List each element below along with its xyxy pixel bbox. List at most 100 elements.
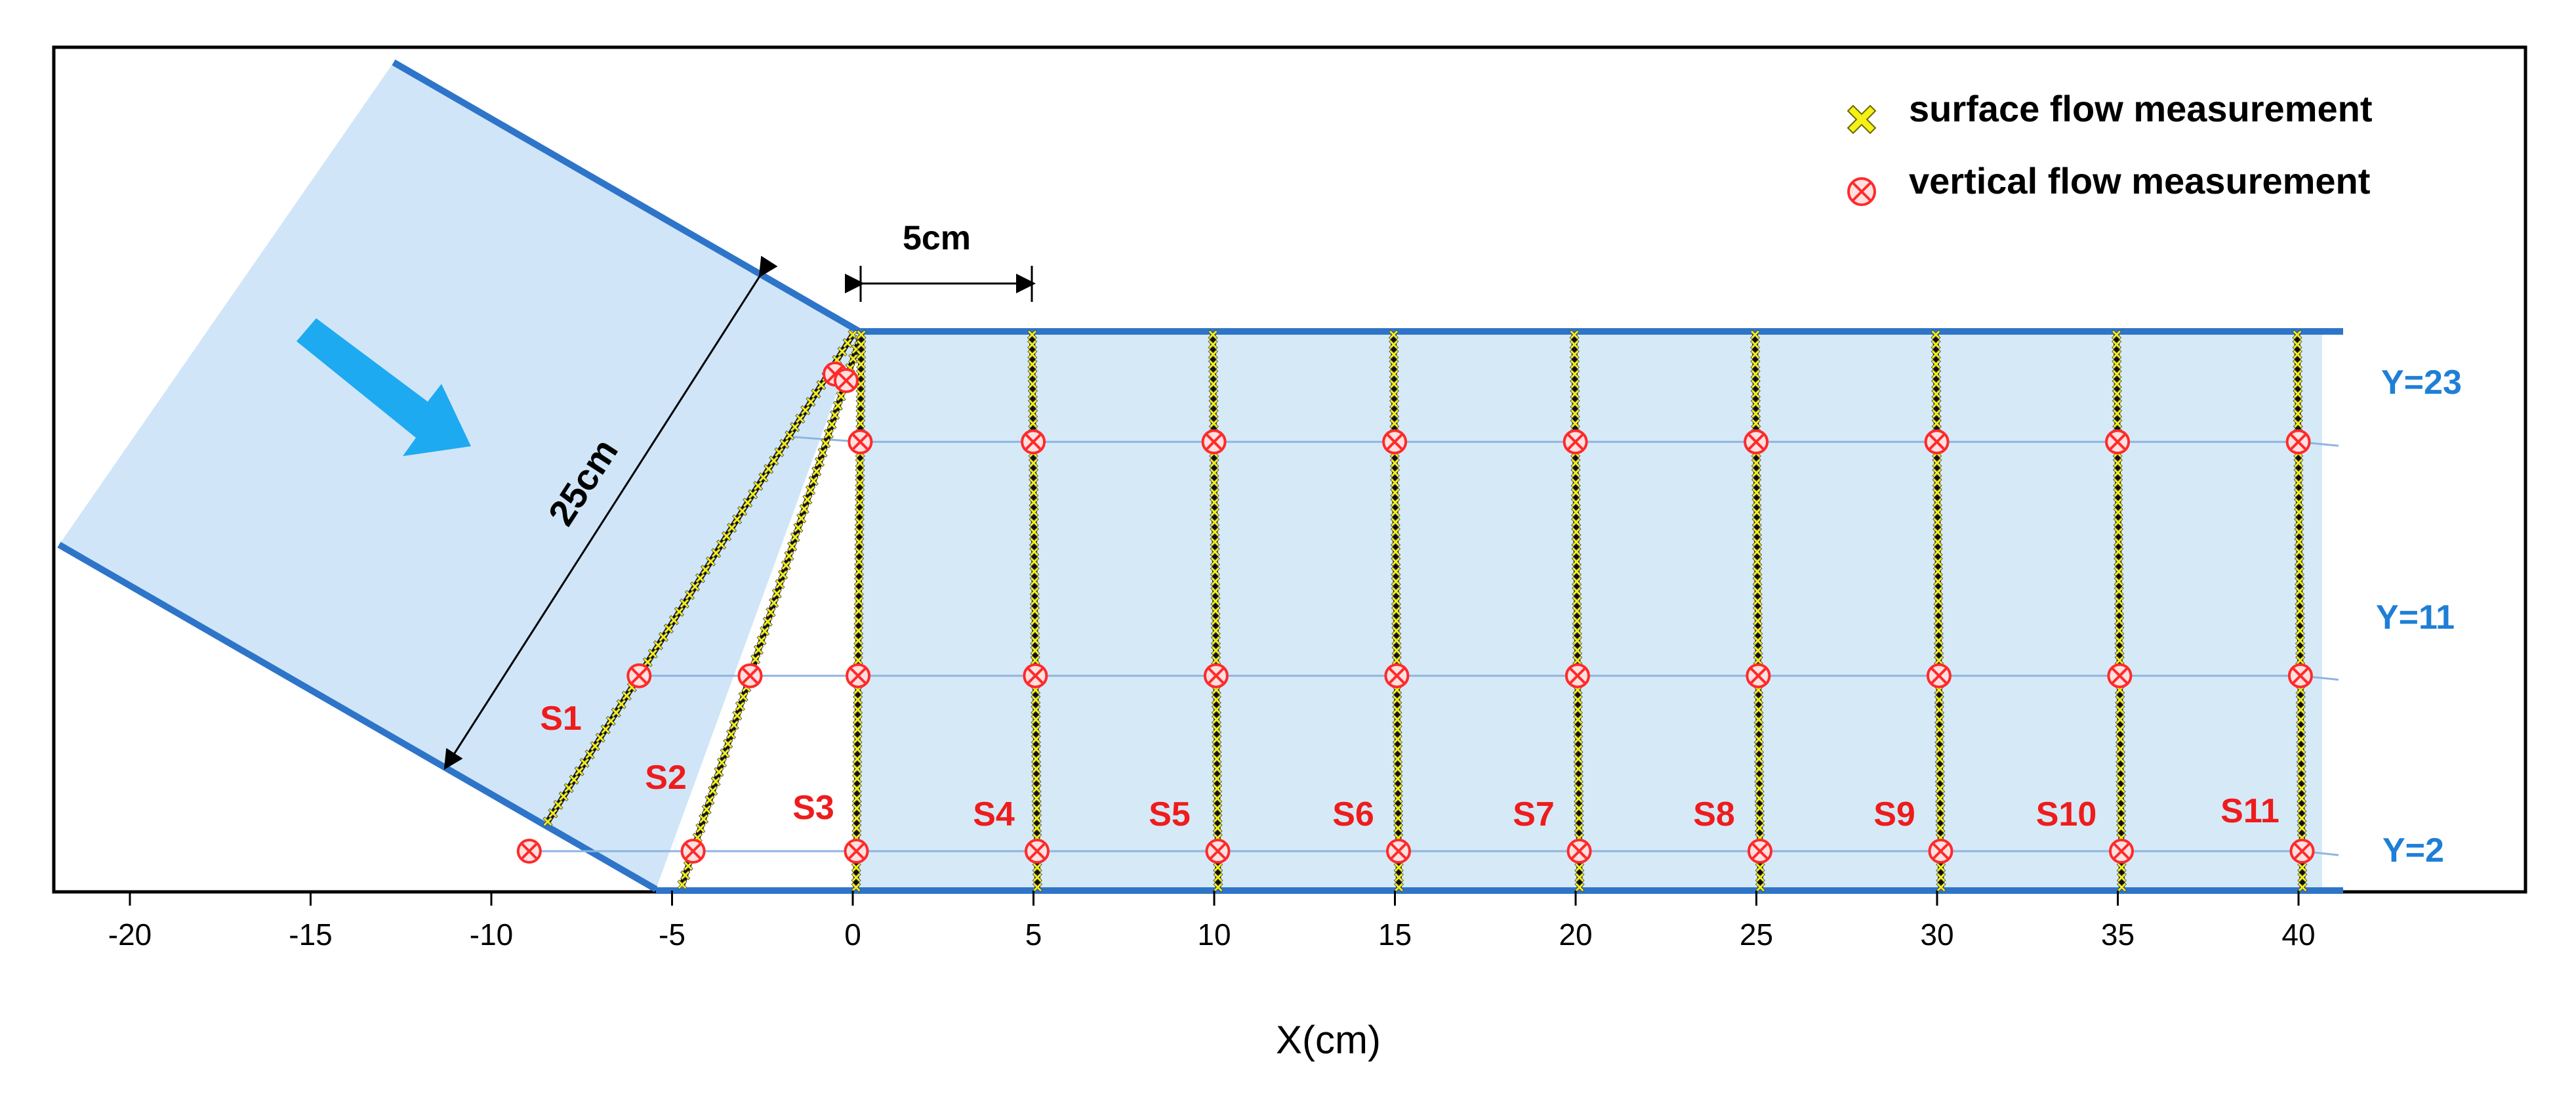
surface-marker <box>1569 329 1580 340</box>
surface-marker <box>1931 418 1942 429</box>
surface-marker <box>793 522 804 533</box>
surface-marker <box>775 579 785 589</box>
surface-marker <box>1210 596 1221 606</box>
surface-marker <box>1573 724 1584 734</box>
surface-marker <box>1570 369 1580 379</box>
surface-marker <box>714 767 724 777</box>
surface-marker <box>1933 606 1944 616</box>
surface-marker <box>1212 774 1222 784</box>
surface-marker <box>836 391 846 402</box>
surface-marker <box>2112 379 2122 389</box>
surface-marker <box>1752 596 1763 606</box>
surface-marker <box>2292 339 2302 350</box>
y-label: Y=23 <box>2381 364 2462 402</box>
surface-marker <box>1570 418 1580 429</box>
surface-marker <box>1574 803 1584 814</box>
surface-marker <box>1389 398 1400 409</box>
section-label: S8 <box>1693 795 1735 833</box>
surface-marker <box>855 457 865 469</box>
surface-marker <box>2116 774 2126 784</box>
surface-marker <box>2297 813 2307 824</box>
surface-marker <box>1390 537 1401 547</box>
surface-marker <box>732 514 743 524</box>
surface-marker <box>1933 576 1944 587</box>
surface-marker <box>855 477 865 488</box>
surface-marker <box>1213 862 1223 873</box>
inlet-top-wall <box>392 59 861 335</box>
surface-marker <box>1212 724 1222 734</box>
surface-marker <box>1574 872 1585 883</box>
surface-marker <box>1208 349 1218 360</box>
vertical-marker <box>1748 839 1772 864</box>
surface-marker <box>548 808 558 818</box>
surface-marker <box>2112 339 2122 350</box>
surface-marker <box>851 862 861 873</box>
surface-marker <box>679 598 689 608</box>
surface-marker <box>1031 724 1041 734</box>
surface-marker <box>774 447 785 457</box>
surface-marker <box>1393 862 1404 873</box>
surface-marker <box>1751 467 1762 478</box>
surface-marker <box>1574 784 1584 794</box>
surface-marker <box>1934 734 1945 745</box>
surface-marker <box>2294 537 2304 547</box>
x-axis-tick-label: -15 <box>289 917 332 952</box>
surface-marker <box>1030 655 1040 665</box>
surface-marker <box>1572 655 1583 665</box>
surface-marker <box>1210 616 1221 626</box>
surface-marker <box>830 410 840 421</box>
surface-marker <box>1751 517 1762 528</box>
surface-marker <box>852 744 863 755</box>
surface-marker <box>1031 793 1042 804</box>
surface-marker <box>1027 398 1038 409</box>
surface-marker <box>1211 655 1221 665</box>
surface-marker <box>1027 329 1038 340</box>
surface-marker <box>779 438 790 449</box>
surface-marker <box>2114 616 2125 626</box>
vertical-marker <box>1023 663 1048 688</box>
surface-marker <box>2113 507 2123 518</box>
surface-marker <box>621 690 632 701</box>
surface-marker <box>2112 349 2122 360</box>
surface-marker <box>1210 517 1220 528</box>
surface-marker <box>837 347 848 357</box>
x-axis-tick-label: 25 <box>1740 917 1773 952</box>
surface-marker <box>1029 576 1040 587</box>
surface-marker <box>720 748 730 759</box>
surface-marker <box>2113 488 2123 498</box>
surface-marker <box>683 860 693 871</box>
surface-marker <box>600 724 611 734</box>
vertical-marker <box>1205 839 1231 864</box>
section-label: S9 <box>1873 795 1915 833</box>
surface-marker <box>1031 704 1041 715</box>
measurement-section <box>2111 329 2127 893</box>
surface-marker <box>1212 764 1222 774</box>
surface-marker <box>1570 488 1581 498</box>
surface-marker <box>2113 497 2123 508</box>
surface-marker <box>1211 704 1221 715</box>
vertical-marker <box>1203 663 1229 688</box>
section-label: S5 <box>1149 795 1191 833</box>
vertical-marker <box>848 429 873 455</box>
surface-marker <box>1573 753 1584 765</box>
surface-marker <box>2294 557 2304 567</box>
surface-marker <box>1935 784 1946 794</box>
surface-marker <box>854 517 865 528</box>
vertical-marker <box>2287 663 2313 688</box>
surface-marker <box>553 799 563 810</box>
vertical-marker <box>844 839 869 864</box>
surface-marker <box>758 472 769 483</box>
surface-marker <box>1212 803 1223 814</box>
surface-marker <box>787 541 798 552</box>
surface-marker <box>1393 764 1403 774</box>
surface-marker <box>855 389 866 399</box>
surface-marker <box>1031 694 1041 705</box>
surface-marker <box>799 504 809 515</box>
surface-marker <box>1750 349 1761 360</box>
surface-marker <box>1392 694 1402 705</box>
surface-marker <box>1029 507 1039 518</box>
surface-marker <box>1571 537 1582 547</box>
surface-marker <box>1030 625 1040 636</box>
vertical-marker <box>1021 429 1046 455</box>
surface-marker <box>542 816 553 827</box>
